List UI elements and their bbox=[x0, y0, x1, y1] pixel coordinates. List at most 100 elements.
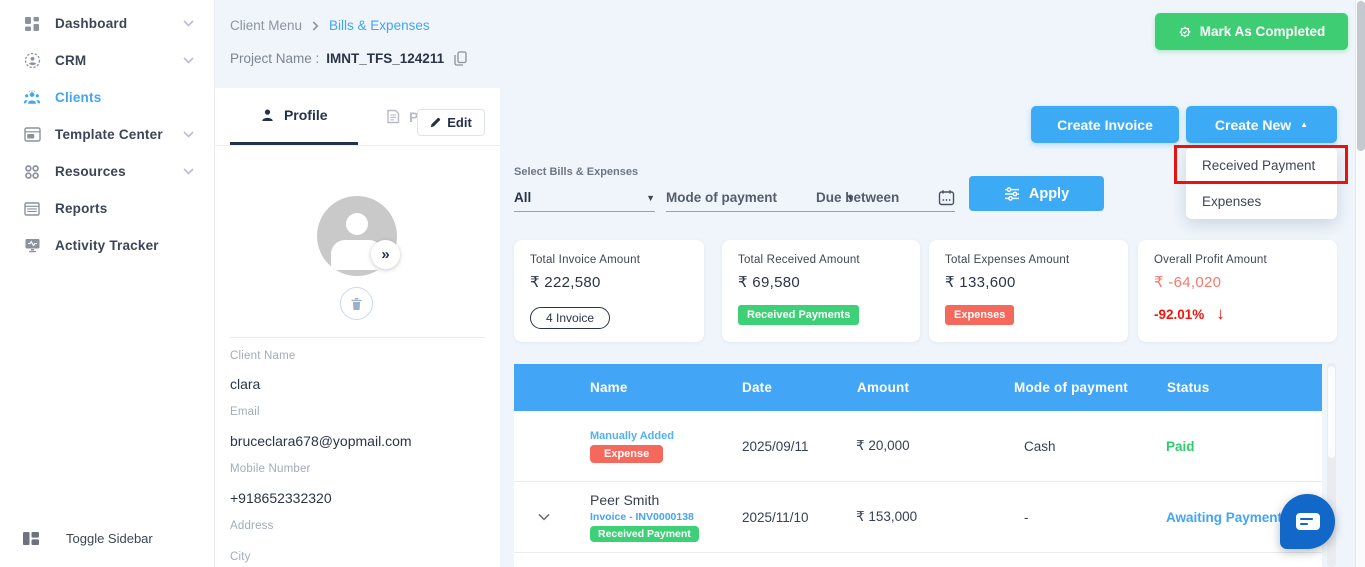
table-row[interactable]: Manually Added Expense 2025/09/11 ₹ 20,0… bbox=[514, 411, 1322, 481]
card-title: Overall Profit Amount bbox=[1154, 254, 1267, 266]
apply-button[interactable]: Apply bbox=[969, 176, 1104, 211]
edit-button[interactable]: Edit bbox=[417, 109, 485, 136]
caret-down-icon: ▼ bbox=[846, 192, 855, 203]
caret-up-icon: ▲ bbox=[1300, 119, 1309, 129]
email-label: Email bbox=[230, 406, 260, 418]
bills-expenses-select[interactable]: All ▼ bbox=[514, 184, 655, 212]
column-header-status: Status bbox=[1167, 380, 1210, 395]
avatar-expand-icon[interactable]: » bbox=[371, 240, 400, 269]
column-header-mode-of-payment: Mode of payment bbox=[1014, 380, 1129, 395]
mobile-number-value: +918652332320 bbox=[230, 490, 332, 506]
project-name-value: IMNT_TFS_124211 bbox=[326, 51, 445, 66]
chevron-down-icon bbox=[183, 168, 194, 175]
crm-icon bbox=[22, 52, 42, 69]
sidebar-item-resources[interactable]: Resources bbox=[0, 153, 214, 190]
date-cell: 2025/11/10 bbox=[742, 509, 809, 525]
amount-cell: ₹ 153,000 bbox=[856, 509, 918, 524]
toggle-sidebar-button[interactable]: Toggle Sidebar bbox=[0, 521, 214, 555]
chat-icon bbox=[1295, 513, 1320, 530]
received-payments-badge: Received Payments bbox=[738, 305, 860, 325]
table-row[interactable]: Peer Smith Invoice - INV0000138 Received… bbox=[514, 481, 1322, 552]
mode-of-payment-cell: Cash bbox=[1024, 438, 1056, 454]
page-scrollbar[interactable] bbox=[1355, 0, 1365, 567]
payer-name: Peer Smith bbox=[590, 492, 660, 508]
table-scrollbar-thumb[interactable] bbox=[1328, 366, 1335, 458]
chevron-down-icon bbox=[183, 20, 194, 27]
total-received-amount-card: Total Received Amount ₹ 69,580 Received … bbox=[722, 240, 920, 342]
breadcrumb-parent[interactable]: Client Menu bbox=[230, 18, 303, 33]
expense-badge: Expense bbox=[590, 444, 664, 463]
client-name-value: clara bbox=[230, 376, 261, 392]
table-row-partial bbox=[514, 552, 1322, 567]
mobile-number-label: Mobile Number bbox=[230, 463, 311, 475]
expenses-badge: Expenses bbox=[945, 305, 1015, 325]
email-value: bruceclara678@yopmail.com bbox=[230, 433, 412, 449]
amount-cell: ₹ 20,000 bbox=[856, 438, 910, 453]
name-cell: Manually Added Expense bbox=[590, 411, 674, 481]
city-label: City bbox=[230, 551, 251, 563]
received-payment-badge: Received Payment bbox=[590, 526, 699, 542]
sidebar-item-reports[interactable]: Reports bbox=[0, 190, 214, 227]
expand-row-chevron-icon[interactable] bbox=[538, 482, 550, 552]
create-new-button[interactable]: Create New ▲ bbox=[1186, 106, 1337, 143]
manually-added-note: Manually Added bbox=[590, 429, 674, 442]
card-title: Total Received Amount bbox=[738, 254, 860, 266]
pencil-icon bbox=[430, 117, 441, 128]
mode-of-payment-cell: - bbox=[1024, 509, 1029, 525]
sidebar-item-template-center[interactable]: Template Center bbox=[0, 116, 214, 153]
apply-button-label: Apply bbox=[1028, 185, 1070, 202]
menu-item-expenses[interactable]: Expenses bbox=[1202, 193, 1262, 209]
card-amount: ₹ 222,580 bbox=[530, 274, 601, 291]
column-header-amount: Amount bbox=[857, 380, 910, 395]
sidebar-item-activity-tracker[interactable]: Activity Tracker bbox=[0, 227, 214, 264]
card-title: Total Invoice Amount bbox=[530, 254, 641, 266]
overall-profit-amount-card: Overall Profit Amount ₹ -64,020 -92.01% … bbox=[1138, 240, 1337, 342]
sidebar-item-dashboard[interactable]: Dashboard bbox=[0, 5, 214, 42]
chevron-down-icon bbox=[183, 57, 194, 64]
mode-of-payment-select[interactable]: Mode of payment ▼ bbox=[666, 184, 855, 212]
table-header-row: Name Date Amount Mode of payment Status bbox=[514, 364, 1322, 411]
profile-panel: Profile Project Edit » bbox=[215, 88, 500, 567]
sidebar-item-crm[interactable]: CRM bbox=[0, 42, 214, 79]
copy-icon[interactable] bbox=[454, 51, 467, 66]
sliders-icon bbox=[1004, 186, 1020, 201]
project-name-label: Project Name : bbox=[230, 51, 320, 66]
chat-widget-button[interactable] bbox=[1280, 494, 1335, 549]
create-invoice-button[interactable]: Create Invoice bbox=[1031, 106, 1179, 143]
date-cell: 2025/09/11 bbox=[742, 438, 809, 454]
tab-profile[interactable]: Profile bbox=[230, 88, 358, 145]
address-label: Address bbox=[230, 520, 274, 532]
sidebar-item-clients[interactable]: Clients bbox=[0, 79, 214, 116]
delete-avatar-button[interactable] bbox=[340, 287, 373, 320]
activity-tracker-icon bbox=[22, 238, 42, 253]
clients-icon bbox=[22, 90, 42, 105]
toggle-sidebar-icon bbox=[22, 531, 42, 546]
client-name-label: Client Name bbox=[230, 350, 296, 362]
tab-profile-label: Profile bbox=[283, 107, 328, 123]
invoice-link[interactable]: Invoice - INV0000138 bbox=[590, 511, 694, 523]
create-new-menu: Received Payment Expenses bbox=[1186, 147, 1337, 219]
status-cell: Awaiting Payment bbox=[1166, 509, 1283, 525]
seal-icon bbox=[1178, 25, 1192, 39]
mark-as-completed-button[interactable]: Mark As Completed bbox=[1155, 13, 1348, 50]
calendar-icon bbox=[938, 189, 955, 206]
caret-down-icon: ▼ bbox=[646, 192, 655, 203]
trash-icon bbox=[350, 297, 363, 311]
due-between-input[interactable]: Due between bbox=[816, 184, 955, 212]
edit-button-label: Edit bbox=[447, 115, 472, 130]
invoice-count-pill[interactable]: 4 Invoice bbox=[530, 307, 611, 329]
status-cell: Paid bbox=[1166, 438, 1195, 454]
page-scrollbar-thumb[interactable] bbox=[1357, 1, 1365, 151]
card-amount: ₹ 133,600 bbox=[945, 274, 1016, 291]
sidebar-item-label: Dashboard bbox=[55, 16, 128, 31]
name-cell: Peer Smith Invoice - INV0000138 Received… bbox=[590, 482, 699, 552]
table-scrollbar[interactable] bbox=[1327, 363, 1336, 567]
breadcrumb-current[interactable]: Bills & Expenses bbox=[329, 18, 430, 33]
dashboard-icon bbox=[22, 16, 42, 32]
chevron-down-icon bbox=[183, 131, 194, 138]
sidebar-item-label: CRM bbox=[55, 53, 87, 68]
column-header-date: Date bbox=[742, 380, 773, 395]
sidebar: Dashboard CRM Clients Template Cen bbox=[0, 0, 215, 567]
menu-item-received-payment[interactable]: Received Payment bbox=[1202, 157, 1316, 173]
card-title: Total Expenses Amount bbox=[945, 254, 1070, 266]
